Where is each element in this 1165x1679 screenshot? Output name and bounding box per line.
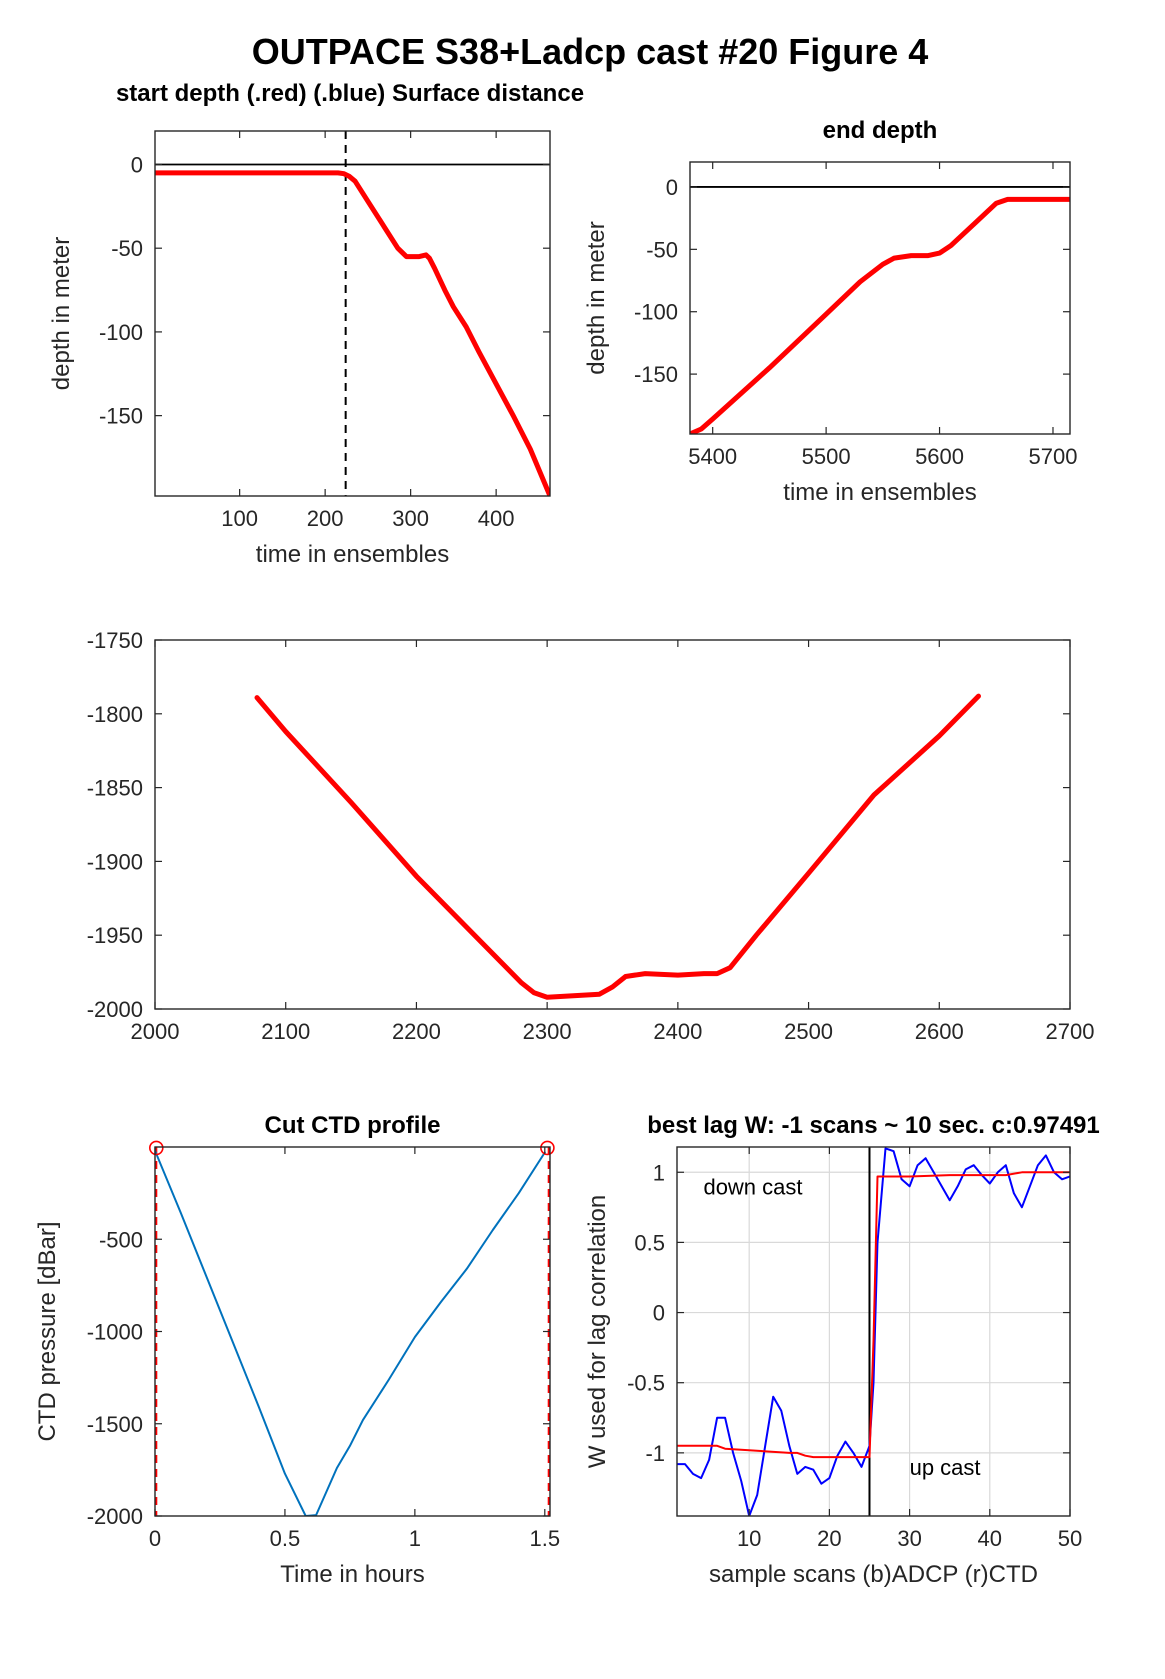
y-tick-label: -1850 <box>87 776 143 801</box>
y-tick-label: 0.5 <box>634 1230 665 1255</box>
chart-ctd: 0 0.5 1 1.5 -500 -1000 -1500 -2000 Time in hours… <box>34 1112 560 1588</box>
plot-area <box>155 131 550 496</box>
endpoint-marker <box>540 1140 555 1156</box>
x-tick-label: 300 <box>392 506 429 531</box>
axes-frame <box>689 161 1071 435</box>
y-tick-label: -150 <box>634 362 678 387</box>
y-tick-label: -1000 <box>87 1320 143 1345</box>
x-tick-label: 2700 <box>1046 1019 1095 1044</box>
x-tick-label: 1.5 <box>530 1526 561 1551</box>
y-tick-label: 1 <box>653 1160 665 1185</box>
y-tick-label: -1750 <box>87 628 143 653</box>
chart-title: start depth (.red) (.blue) Surface dista… <box>116 80 584 107</box>
x-tick-label: 5600 <box>915 444 964 469</box>
x-tick-label: 2200 <box>392 1019 441 1044</box>
y-tick-label: -150 <box>99 404 143 429</box>
x-axis-label: time in ensembles <box>256 541 449 568</box>
chart-end: 5400 5500 5600 5700 0 -50 -100 -150 time in ense… <box>583 117 1077 506</box>
y-axis-label: depth in meter <box>583 221 610 374</box>
chart-lag: 10 20 30 40 50 1 0.5 0 -0.5 -1 sample scans (b)ADC… <box>584 1112 1100 1588</box>
plot-area <box>690 162 1070 434</box>
y-tick-label: -1500 <box>87 1412 143 1437</box>
x-tick-label: 30 <box>897 1526 921 1551</box>
x-tick-label: 400 <box>478 506 515 531</box>
x-tick-label: 200 <box>307 506 344 531</box>
x-tick-label: 5700 <box>1029 444 1078 469</box>
y-tick-label: -2000 <box>87 1504 143 1529</box>
x-tick-label: 20 <box>817 1526 841 1551</box>
figure-title: OUTPACE S38+Ladcp cast #20 Figure 4 <box>252 31 929 72</box>
x-axis-label: sample scans (b)ADCP (r)CTD <box>709 1561 1038 1588</box>
axes-frame <box>154 639 1071 1010</box>
series-line-rctd <box>677 1171 1070 1459</box>
annotation-text: down cast <box>703 1174 802 1199</box>
chart-title: best lag W: -1 scans ~ 10 sec. c:0.97491 <box>647 1112 1099 1139</box>
endpoint-marker <box>148 1140 164 1156</box>
axes-frame <box>676 1146 1071 1517</box>
y-tick-label: -1900 <box>87 849 143 874</box>
chart-bottom: 2000 2100 2200 2300 2400 2500 2600 2700 -1750 -18… <box>87 628 1095 1044</box>
x-tick-label: 5500 <box>802 444 851 469</box>
x-tick-label: 2400 <box>653 1019 702 1044</box>
chart-start: 100 200 300 400 0 -50 -100 -150 time in ensemble… <box>48 80 584 568</box>
x-tick-label: 10 <box>737 1526 761 1551</box>
x-tick-label: 2100 <box>261 1019 310 1044</box>
y-axis-label: depth in meter <box>48 237 75 390</box>
x-tick-label: 1 <box>409 1526 421 1551</box>
series-line-0 <box>155 170 550 496</box>
y-tick-label: -50 <box>646 237 678 262</box>
y-tick-label: -1 <box>645 1441 665 1466</box>
x-tick-label: 2500 <box>784 1019 833 1044</box>
y-axis-label: CTD pressure [dBar] <box>34 1221 61 1441</box>
x-tick-label: 0 <box>149 1526 161 1551</box>
x-tick-label: 50 <box>1058 1526 1082 1551</box>
x-tick-label: 40 <box>978 1526 1002 1551</box>
y-tick-label: -1950 <box>87 923 143 948</box>
y-tick-label: -0.5 <box>627 1371 665 1396</box>
x-tick-label: 2300 <box>523 1019 572 1044</box>
x-tick-label: 2600 <box>915 1019 964 1044</box>
chart-title: Cut CTD profile <box>265 1112 441 1139</box>
x-tick-label: 100 <box>221 506 258 531</box>
y-tick-label: -2000 <box>87 997 143 1022</box>
series-line-0 <box>254 693 981 1000</box>
x-tick-label: 0.5 <box>270 1526 301 1551</box>
x-axis-label: time in ensembles <box>783 479 976 506</box>
x-axis-label: Time in hours <box>280 1561 425 1588</box>
annotation-text: up cast <box>910 1455 981 1480</box>
y-tick-label: 0 <box>653 1301 665 1326</box>
series-line-0 <box>690 196 1070 434</box>
axes-frame <box>154 130 551 497</box>
x-tick-label: 5400 <box>688 444 737 469</box>
y-tick-label: -1800 <box>87 702 143 727</box>
y-tick-label: -500 <box>99 1227 143 1252</box>
y-axis-label: W used for lag correlation <box>584 1195 611 1468</box>
y-tick-label: 0 <box>666 175 678 200</box>
series-line-0 <box>155 1149 546 1516</box>
series-line-badcp <box>677 1147 1070 1516</box>
y-tick-label: -100 <box>99 320 143 345</box>
y-tick-label: 0 <box>131 152 143 177</box>
chart-title: end depth <box>823 117 938 144</box>
y-tick-label: -50 <box>111 236 143 261</box>
y-tick-label: -100 <box>634 300 678 325</box>
x-tick-label: 2000 <box>131 1019 180 1044</box>
plot-area <box>155 640 1070 1009</box>
plot-area <box>155 1147 550 1516</box>
